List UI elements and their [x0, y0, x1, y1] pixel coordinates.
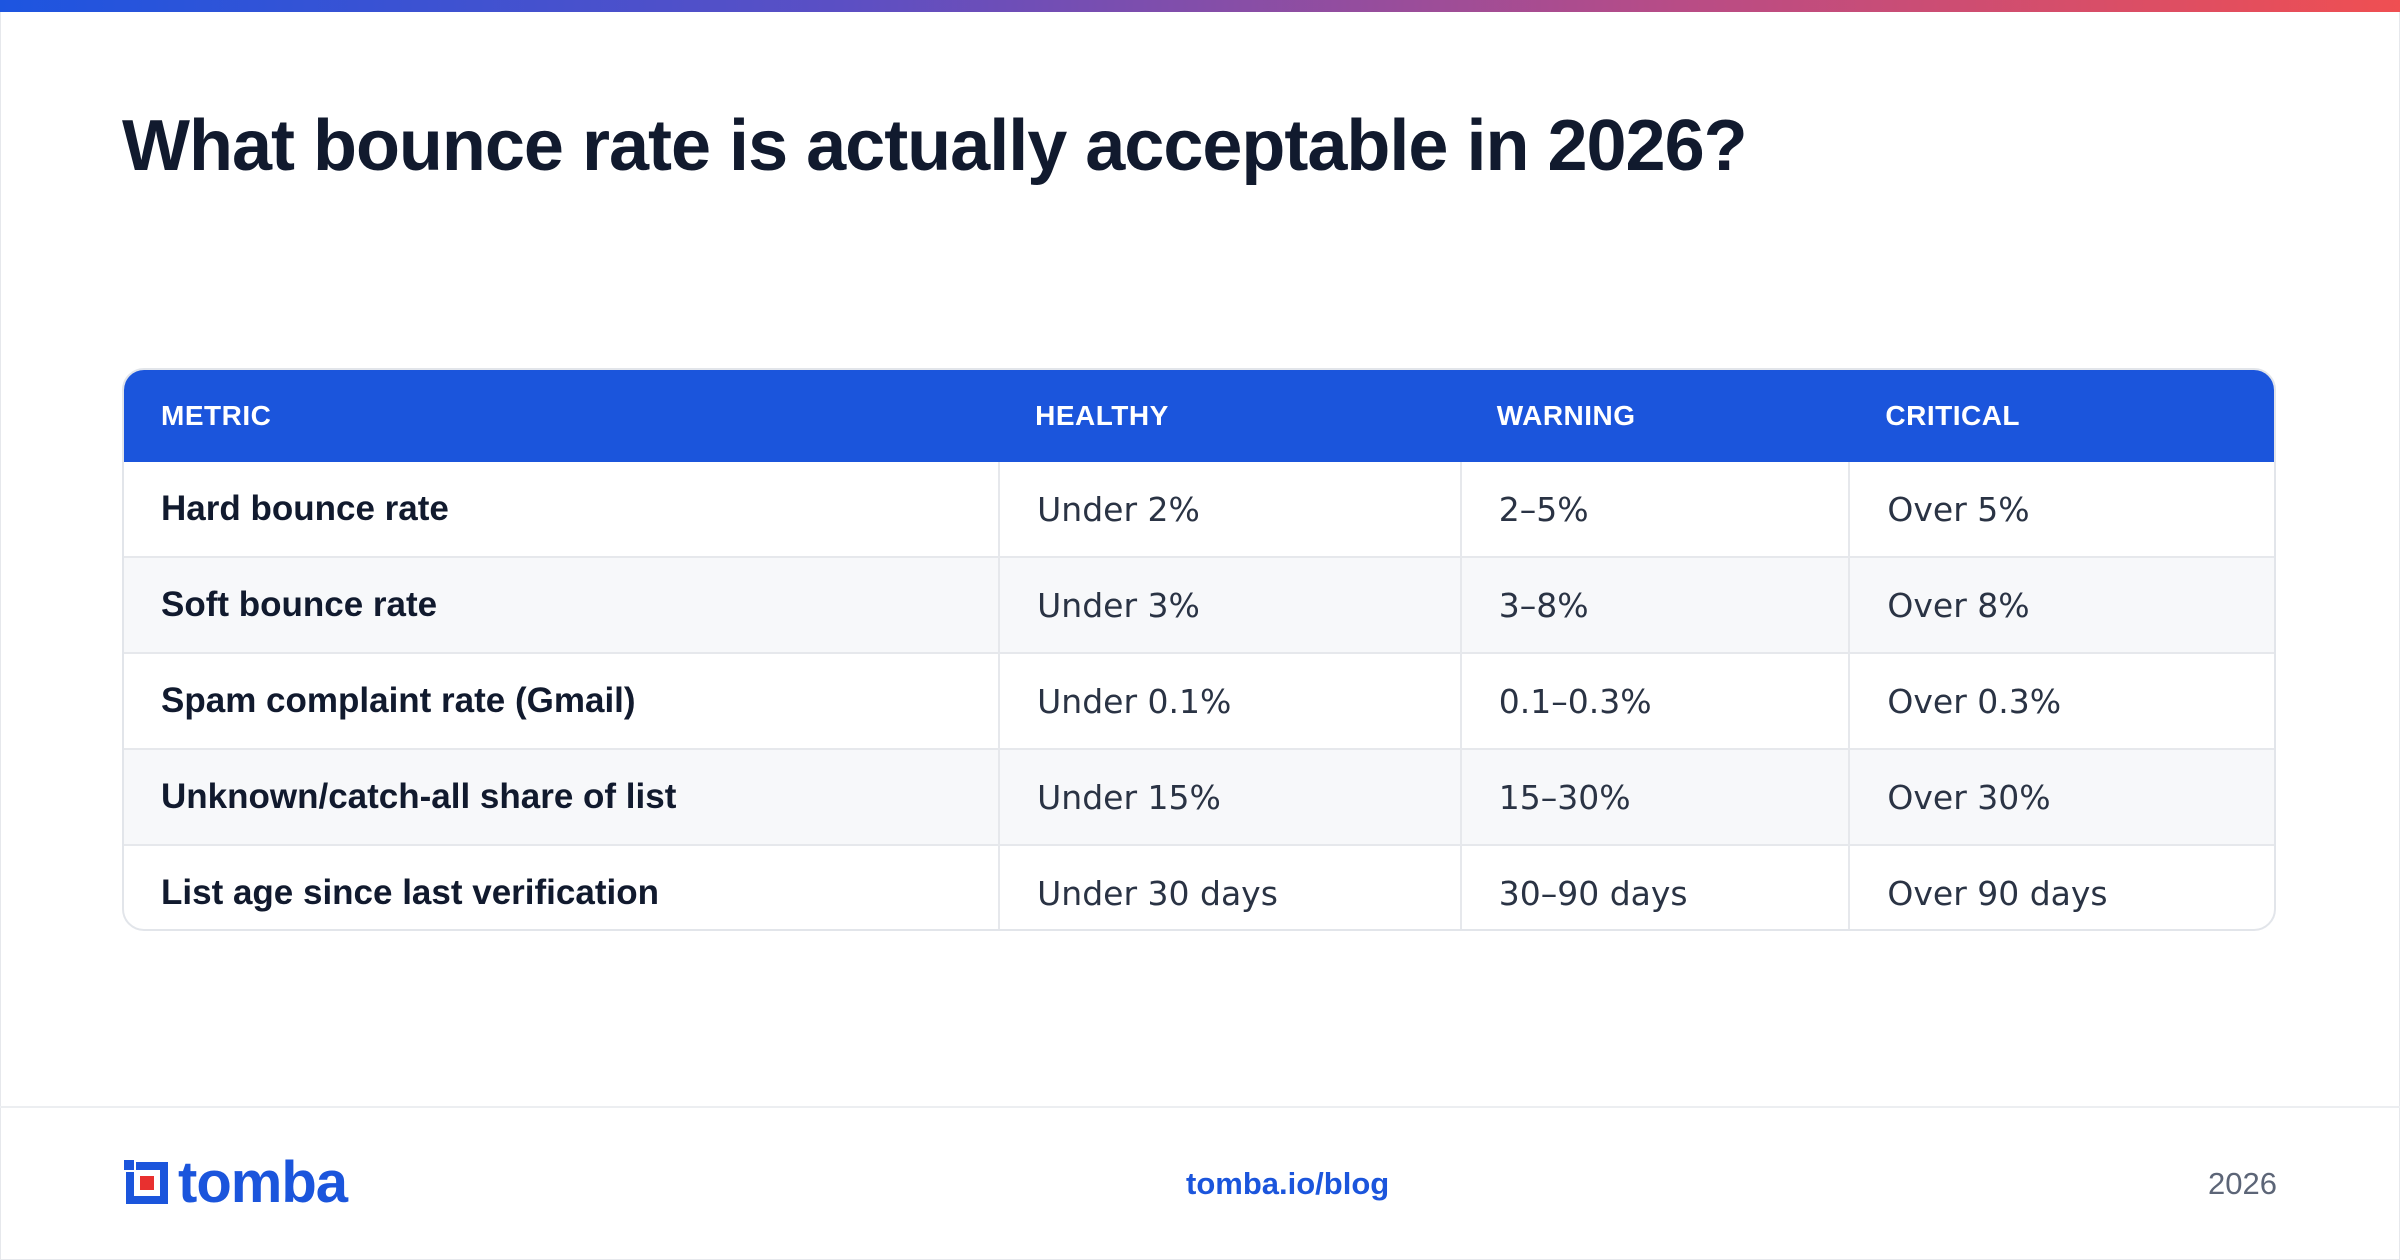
- warning-cell: 3–8%: [1459, 558, 1849, 652]
- warning-cell: 2–5%: [1459, 462, 1849, 556]
- tomba-logo-icon: [122, 1158, 168, 1204]
- critical-cell: Over 90 days: [1848, 846, 2274, 929]
- healthy-cell: Under 15%: [998, 750, 1460, 844]
- gradient-top-bar: [0, 0, 2400, 12]
- logo-wordmark: tomba: [178, 1150, 348, 1215]
- header-healthy: HEALTHY: [1035, 400, 1169, 431]
- warning-cell: 30–90 days: [1459, 846, 1849, 929]
- header-metric: METRIC: [161, 400, 272, 431]
- healthy-cell: Under 0.1%: [998, 654, 1460, 748]
- footer-year: 2026: [2208, 1166, 2277, 1201]
- tomba-logo[interactable]: tomba: [122, 1150, 348, 1215]
- warning-cell: 0.1–0.3%: [1459, 654, 1849, 748]
- metric-cell: List age since last verification: [161, 873, 659, 912]
- warning-cell: 15–30%: [1459, 750, 1849, 844]
- header-warning: WARNING: [1496, 400, 1636, 431]
- table-row: Spam complaint rate (Gmail) Under 0.1% 0…: [124, 652, 2274, 748]
- critical-cell: Over 5%: [1848, 462, 2274, 556]
- table-row: Soft bounce rate Under 3% 3–8% Over 8%: [124, 556, 2274, 652]
- table-header: METRIC HEALTHY WARNING CRITICAL: [124, 370, 2274, 462]
- critical-cell: Over 0.3%: [1848, 654, 2274, 748]
- table-row: Hard bounce rate Under 2% 2–5% Over 5%: [124, 462, 2274, 556]
- blog-link[interactable]: tomba.io/blog: [1186, 1166, 1390, 1201]
- header-critical: CRITICAL: [1885, 400, 2021, 431]
- healthy-cell: Under 2%: [998, 462, 1460, 556]
- table-row: List age since last verification Under 3…: [124, 844, 2274, 929]
- metric-cell: Unknown/catch-all share of list: [161, 777, 677, 816]
- critical-cell: Over 30%: [1848, 750, 2274, 844]
- healthy-cell: Under 30 days: [998, 846, 1460, 929]
- metric-cell: Hard bounce rate: [161, 489, 449, 528]
- metric-cell: Soft bounce rate: [161, 585, 438, 624]
- critical-cell: Over 8%: [1848, 558, 2274, 652]
- table-body: Hard bounce rate Under 2% 2–5% Over 5% S…: [124, 462, 2274, 929]
- metric-cell: Spam complaint rate (Gmail): [161, 681, 636, 720]
- footer-divider: [0, 1106, 2400, 1108]
- page-title: What bounce rate is actually acceptable …: [122, 106, 1748, 186]
- table-row: Unknown/catch-all share of list Under 15…: [124, 748, 2274, 844]
- healthy-cell: Under 3%: [998, 558, 1460, 652]
- bounce-rate-table: METRIC HEALTHY WARNING CRITICAL Hard bou…: [122, 368, 2276, 931]
